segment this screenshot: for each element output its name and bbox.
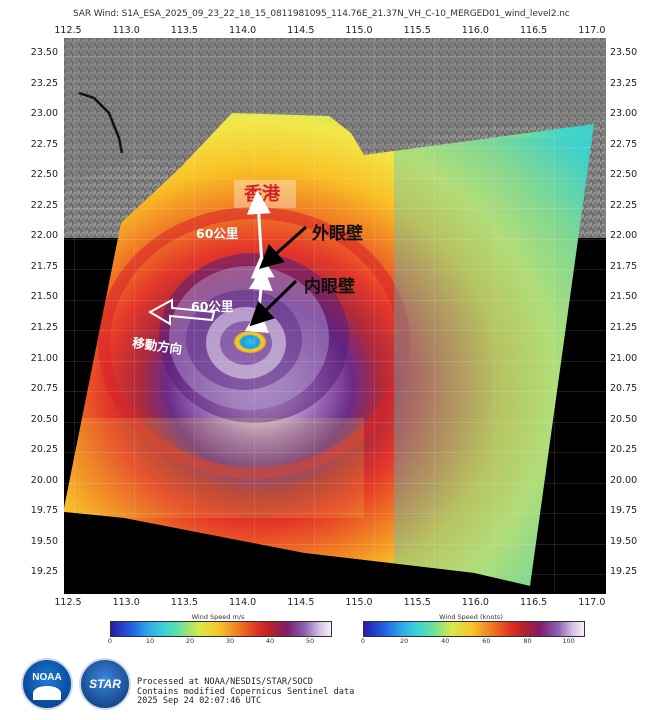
- lat-tick-right: 22.25: [610, 199, 638, 211]
- inner-eyewall-arrow: [249, 279, 298, 327]
- lat-tick-right: 21.50: [610, 291, 638, 303]
- lat-tick-left: 20.50: [30, 413, 58, 425]
- colorbar-tick: 30: [225, 637, 235, 645]
- lat-tick-right: 23.25: [610, 77, 638, 89]
- lon-tick-top: 113.5: [170, 25, 198, 36]
- lat-tick-right: 23.00: [610, 108, 638, 120]
- lat-tick-right: 22.75: [610, 138, 638, 150]
- credits-line-2: Contains modified Copernicus Sentinel da…: [137, 686, 355, 697]
- outer-eyewall-label: 外眼壁: [312, 224, 363, 244]
- colorbar-tick: 20: [185, 637, 195, 645]
- credits-line-1: Processed at NOAA/NESDIS/STAR/SOCD: [137, 677, 313, 687]
- lat-tick-left: 21.50: [30, 291, 58, 303]
- lat-tick-left: 19.50: [30, 535, 58, 547]
- lat-tick-right: 19.25: [610, 566, 638, 578]
- lon-tick-top: 112.5: [54, 25, 82, 36]
- lat-tick-right: 20.50: [610, 413, 638, 425]
- lat-tick-right: 21.25: [610, 321, 638, 333]
- lat-tick-left: 21.00: [30, 352, 58, 364]
- lat-tick-right: 20.75: [610, 383, 638, 395]
- lon-tick-top: 117.0: [578, 25, 606, 36]
- lat-tick-left: 20.25: [30, 444, 58, 456]
- lat-tick-right: 20.00: [610, 474, 638, 486]
- lon-tick-bottom: 115.5: [403, 597, 431, 608]
- lat-tick-left: 21.25: [30, 321, 58, 333]
- lon-tick-bottom: 117.0: [578, 597, 606, 608]
- lon-tick-bottom: 112.5: [54, 597, 82, 608]
- lat-tick-right: 23.50: [610, 47, 638, 58]
- lat-tick-left: 20.75: [30, 383, 58, 395]
- colorbar-tick: 80: [523, 637, 532, 645]
- colorbar-tick: 10: [145, 637, 155, 645]
- colorbar-tick: 0: [107, 637, 113, 645]
- lat-tick-right: 19.50: [610, 535, 638, 547]
- distance-label-upper: 60公里: [196, 226, 239, 241]
- colorbar-tick: 100: [562, 637, 575, 645]
- star-logo: STAR: [79, 658, 131, 710]
- colorbar-tick: 20: [399, 637, 409, 645]
- lon-tick-top: 114.5: [287, 25, 315, 36]
- lat-tick-right: 22.50: [610, 169, 638, 181]
- lon-tick-bottom: 116.0: [461, 597, 489, 608]
- wind-field-image: [64, 38, 606, 594]
- lat-tick-left: 19.25: [30, 566, 58, 578]
- sar-wind-map: [64, 38, 606, 594]
- star-logo-text: STAR: [89, 677, 121, 691]
- lon-tick-bottom: 114.0: [228, 597, 257, 608]
- colorbar-tick: 40: [265, 637, 275, 645]
- lon-tick-top: 115.0: [345, 25, 373, 36]
- noaa-bird-icon: [33, 686, 61, 700]
- lat-tick-left: 19.75: [30, 505, 58, 517]
- lon-tick-top: 113.0: [112, 25, 140, 36]
- colorbar-knots-title: Wind Speed (knots): [439, 613, 503, 621]
- inner-eyewall-label: 内眼壁: [304, 277, 355, 297]
- lon-tick-bottom: 116.5: [519, 597, 548, 608]
- distance-arrow-upper: [246, 190, 275, 279]
- lat-tick-left: 23.25: [30, 77, 58, 89]
- lat-tick-left: 23.50: [30, 47, 58, 58]
- colorbar-knots: [363, 621, 585, 637]
- lon-tick-bottom: 114.5: [287, 597, 315, 608]
- credits-line-3: 2025 Sep 24 02:07:46 UTC: [137, 696, 262, 707]
- colorbar-ms-title: Wind Speed m/s: [191, 613, 245, 621]
- lat-tick-left: 22.50: [30, 169, 58, 181]
- movement-arrow: [147, 298, 216, 326]
- lat-tick-right: 21.75: [610, 260, 638, 272]
- lon-tick-top: 116.0: [461, 25, 489, 36]
- colorbar-tick: 50: [305, 637, 315, 645]
- noaa-logo: NOAA: [21, 658, 73, 710]
- lon-tick-top: 115.5: [403, 25, 431, 36]
- lon-tick-bottom: 113.5: [170, 597, 198, 608]
- colorbar-ms: [110, 621, 332, 637]
- lat-tick-right: 19.75: [610, 505, 638, 517]
- lat-tick-left: 22.00: [30, 230, 58, 242]
- lat-tick-right: 21.00: [610, 352, 638, 364]
- processing-credits: Processed at NOAA/NESDIS/STAR/SOCD Conta…: [137, 677, 355, 707]
- noaa-logo-text: NOAA: [32, 672, 62, 683]
- lat-tick-right: 20.25: [610, 444, 638, 456]
- lat-tick-left: 20.00: [30, 474, 58, 486]
- lat-tick-left: 22.25: [30, 199, 58, 211]
- colorbar-tick: 60: [482, 637, 491, 645]
- product-title: SAR Wind: S1A_ESA_2025_09_23_22_18_15_08…: [73, 9, 570, 19]
- lon-tick-bottom: 115.0: [345, 597, 373, 608]
- colorbar-tick: 0: [360, 637, 366, 645]
- lat-lon-grid: [64, 38, 606, 594]
- outer-eyewall-arrow: [259, 225, 308, 270]
- lon-tick-top: 114.0: [228, 25, 257, 36]
- lon-tick-top: 116.5: [519, 25, 548, 36]
- lat-tick-left: 23.00: [30, 108, 58, 120]
- lon-tick-bottom: 113.0: [112, 597, 140, 608]
- lat-tick-right: 22.00: [610, 230, 638, 242]
- lat-tick-left: 22.75: [30, 138, 58, 150]
- lat-tick-left: 21.75: [30, 260, 58, 272]
- colorbar-tick: 40: [441, 637, 450, 645]
